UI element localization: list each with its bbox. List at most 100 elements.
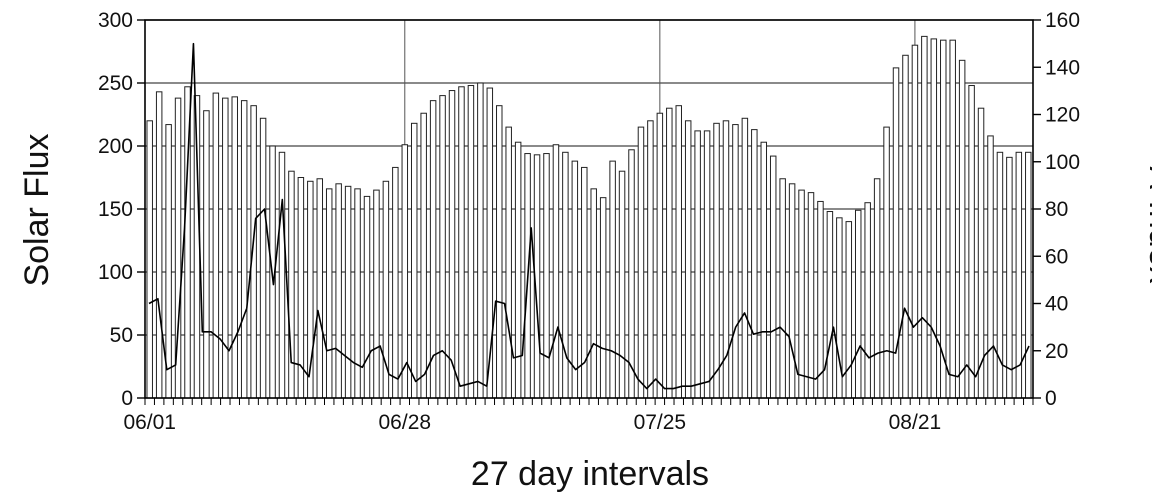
y2-tick-label: 120 (1045, 104, 1080, 127)
flux-bar (496, 105, 503, 399)
flux-bar (694, 130, 701, 399)
x-tick-label: 06/28 (379, 411, 432, 434)
flux-bar (467, 85, 475, 399)
y-tick-label: 150 (98, 198, 133, 221)
flux-bar (779, 178, 786, 399)
flux-bar (448, 90, 456, 399)
flux-bar (666, 107, 673, 399)
flux-bar (609, 160, 616, 399)
flux-bar (1015, 151, 1023, 399)
flux-bar (713, 122, 720, 399)
x-axis-tick-labels: 06/01 06/28 07/25 08/21 (123, 411, 941, 434)
axis-ticks (137, 19, 1041, 405)
y2-tick-label: 0 (1045, 387, 1057, 410)
y2-tick-label: 60 (1045, 245, 1068, 268)
flux-bar (543, 153, 550, 399)
flux-bar (751, 129, 758, 399)
flux-bar (911, 44, 919, 399)
flux-bar (590, 188, 597, 399)
flux-bar (647, 120, 654, 399)
y-tick-label: 300 (98, 9, 133, 32)
flux-bar (240, 100, 248, 399)
flux-bar (155, 91, 163, 399)
a-index-line-layer (148, 42, 1030, 390)
y2-tick-label: 100 (1045, 151, 1080, 174)
flux-bar (968, 85, 975, 399)
solar-flux-bars (146, 35, 1032, 399)
flux-bar (854, 209, 862, 399)
flux-bar (1006, 156, 1013, 399)
flux-bar (628, 149, 635, 399)
x-tick-label: 08/21 (889, 411, 942, 434)
flux-bar (883, 126, 890, 399)
left-axis-tick-labels: 0 50 100 150 200 250 300 (98, 9, 133, 410)
flux-bar (325, 188, 333, 399)
flux-bar (335, 183, 342, 399)
y-tick-label: 0 (121, 387, 133, 410)
flux-bar (514, 141, 522, 399)
flux-bar (410, 122, 418, 399)
y-tick-label: 50 (110, 324, 133, 347)
flux-bar (741, 117, 749, 399)
x-tick-label: 07/25 (634, 411, 687, 434)
flux-bar (552, 144, 560, 399)
flux-bar (363, 195, 371, 399)
gridlines (145, 19, 1033, 399)
flux-bar (732, 124, 739, 399)
flux-bar (212, 92, 220, 399)
flux-bar (571, 160, 579, 399)
flux-bar (930, 38, 938, 399)
flux-bar (259, 117, 267, 399)
flux-bar (826, 211, 834, 399)
flux-bar (458, 86, 465, 399)
flux-bar (807, 192, 815, 399)
right-axis-tick-labels: 0 20 40 60 80 100 120 140 160 (1045, 9, 1080, 410)
flux-bar (165, 124, 172, 399)
flux-bar (278, 151, 286, 399)
flux-bar (429, 100, 437, 399)
flux-bar (977, 107, 985, 399)
flux-bar (902, 54, 909, 399)
flux-bar (477, 82, 484, 399)
flux-bar (203, 110, 210, 399)
flux-bar (873, 178, 881, 399)
flux-bar (420, 112, 427, 399)
flux-bar (760, 141, 768, 399)
flux-bar (684, 120, 692, 399)
a-index-line (148, 42, 1030, 390)
flux-bar (637, 126, 645, 399)
flux-bar (1025, 151, 1032, 399)
flux-bar (231, 96, 238, 399)
flux-bar (401, 144, 409, 399)
y2-tick-label: 160 (1045, 9, 1080, 32)
x-axis-title: 27 day intervals (471, 455, 709, 493)
flux-bar (921, 35, 928, 399)
flux-bar (392, 166, 399, 399)
flux-bar (344, 185, 352, 399)
flux-bar (146, 120, 153, 399)
y-tick-label: 250 (98, 72, 133, 95)
y2-tick-label: 140 (1045, 56, 1080, 79)
flux-bar (373, 189, 380, 399)
flux-bar (798, 189, 805, 399)
y-axis-title: Solar Flux (18, 133, 56, 286)
y2-tick-label: 20 (1045, 340, 1068, 363)
y-tick-label: 100 (98, 261, 133, 284)
flux-bar (864, 202, 871, 399)
flux-bar (949, 39, 956, 399)
flux-bar (288, 170, 295, 399)
y2-axis-title: A-Index (1142, 166, 1152, 283)
flux-bar (599, 197, 607, 399)
y2-tick-label: 40 (1045, 293, 1068, 316)
x-tick-label: 06/01 (123, 411, 176, 434)
flux-bar (562, 151, 569, 399)
flux-bar (505, 126, 512, 399)
flux-bar (316, 178, 324, 399)
flux-bar (940, 39, 947, 399)
flux-bar (958, 59, 966, 399)
flux-bar (817, 200, 824, 399)
flux-bar (656, 112, 664, 399)
flux-bar (618, 170, 626, 399)
flux-bar (703, 130, 711, 399)
y2-tick-label: 80 (1045, 198, 1068, 221)
